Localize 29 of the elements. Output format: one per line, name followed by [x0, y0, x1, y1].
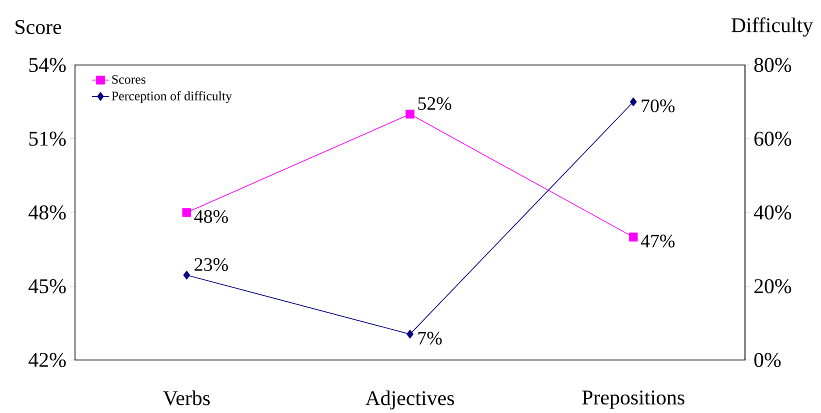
point: [630, 98, 637, 106]
y2-tick-label: 0%: [754, 352, 781, 368]
legend-label: Scores: [112, 75, 146, 84]
x-tick-label: Adjectives: [365, 390, 454, 410]
point: [406, 110, 414, 119]
y2-axis-title: Difficulty: [732, 17, 813, 37]
y-axis-title: Score: [16, 20, 62, 34]
data-label: 7%: [418, 332, 442, 345]
data-label: 47%: [640, 234, 675, 248]
data-label: 23%: [194, 258, 228, 272]
x-tick-label: Prepositions: [582, 390, 684, 409]
point: [406, 330, 414, 339]
data-label: 48%: [194, 210, 228, 224]
y2-tick-label: 80%: [754, 58, 792, 72]
x-tick-label: Verbs: [163, 390, 210, 406]
y-tick-label: 48%: [28, 206, 66, 220]
data-label: 70%: [642, 100, 675, 112]
y-tick-label: 42%: [28, 352, 66, 368]
y2-tick-label: 40%: [754, 205, 792, 220]
y-tick-label: 45%: [28, 279, 66, 294]
y2-tick-label: 60%: [754, 132, 792, 146]
data-label: 52%: [418, 97, 452, 110]
point: [182, 208, 192, 217]
y-tick-label: 51%: [29, 132, 66, 146]
point: [183, 270, 190, 280]
point: [628, 232, 638, 242]
legend-label: Perception of difficulty: [112, 91, 232, 104]
y2-tick-label: 20%: [754, 279, 792, 294]
y-tick-label: 54%: [29, 58, 66, 72]
